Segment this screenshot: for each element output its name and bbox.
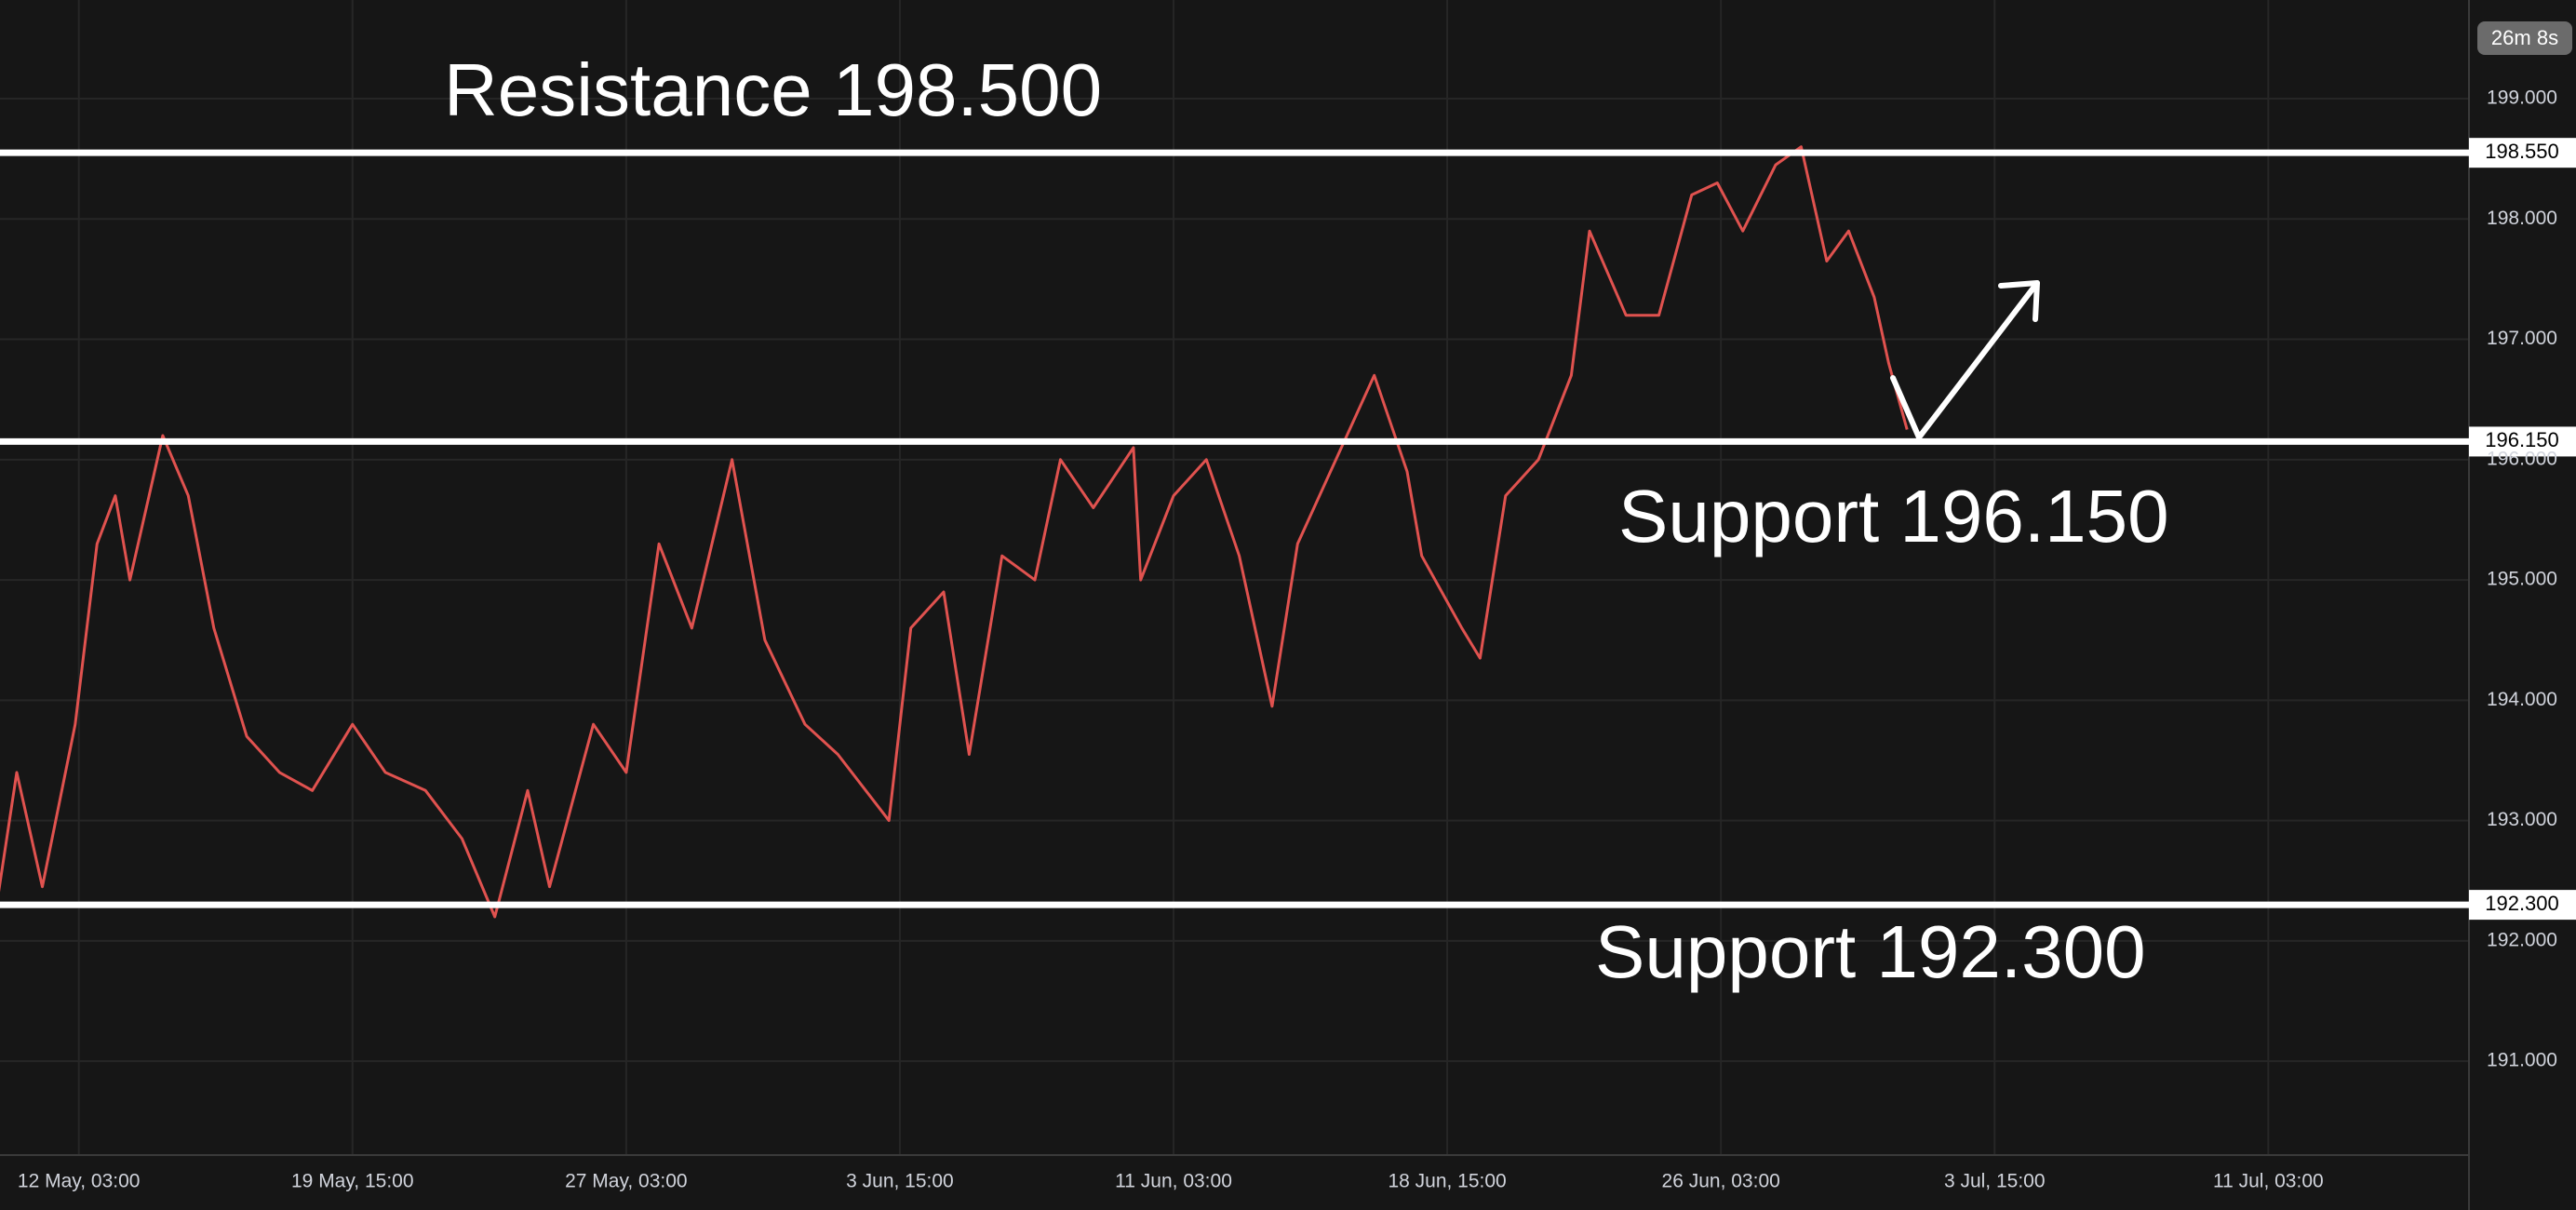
annotation: Support 196.150 <box>1618 475 2169 558</box>
y-tick-label: 194.000 <box>2487 689 2557 710</box>
level-badge <box>2469 138 2576 168</box>
y-tick-label: 192.000 <box>2487 929 2557 950</box>
x-tick-label: 12 May, 03:00 <box>18 1171 141 1192</box>
x-tick-label: 18 Jun, 15:00 <box>1388 1171 1506 1192</box>
y-tick-label: 193.000 <box>2487 809 2557 830</box>
y-tick-label: 191.000 <box>2487 1050 2557 1071</box>
y-tick-label: 197.000 <box>2487 328 2557 349</box>
x-tick-label: 26 Jun, 03:00 <box>1662 1171 1780 1192</box>
x-tick-label: 11 Jul, 03:00 <box>2213 1171 2324 1192</box>
x-tick-label: 3 Jul, 15:00 <box>1944 1171 2046 1192</box>
y-tick-label: 195.000 <box>2487 569 2557 590</box>
levels: 198.550 196.150 192.300 <box>0 138 2576 921</box>
x-tick-label: 11 Jun, 03:00 <box>1115 1171 1232 1192</box>
y-tick-label: 196.000 <box>2487 448 2557 469</box>
grid <box>0 0 2469 1155</box>
y-tick-label: 198.000 <box>2487 208 2557 229</box>
countdown: 26m 8s <box>2491 26 2558 49</box>
level-label: 192.300 <box>2485 892 2559 915</box>
arrow-path <box>1890 280 2040 440</box>
countdown-badge <box>2477 21 2572 55</box>
level-label: 198.550 <box>2485 140 2559 163</box>
price-line <box>0 145 1909 919</box>
x-tick-label: 19 May, 15:00 <box>291 1171 414 1192</box>
level-badge <box>2469 890 2576 921</box>
x-tick-label: 3 Jun, 15:00 <box>846 1171 954 1192</box>
annotation: Resistance 198.500 <box>444 48 1102 131</box>
arrow-drawing <box>1890 280 2040 440</box>
level-label: 196.150 <box>2485 428 2559 451</box>
annotation: Support 192.300 <box>1595 910 2146 993</box>
x-tick-label: 27 May, 03:00 <box>565 1171 688 1192</box>
level-badge <box>2469 426 2576 457</box>
arrow-head <box>1998 280 2040 322</box>
plot <box>0 145 1909 919</box>
y-tick-label: 199.000 <box>2487 87 2557 109</box>
